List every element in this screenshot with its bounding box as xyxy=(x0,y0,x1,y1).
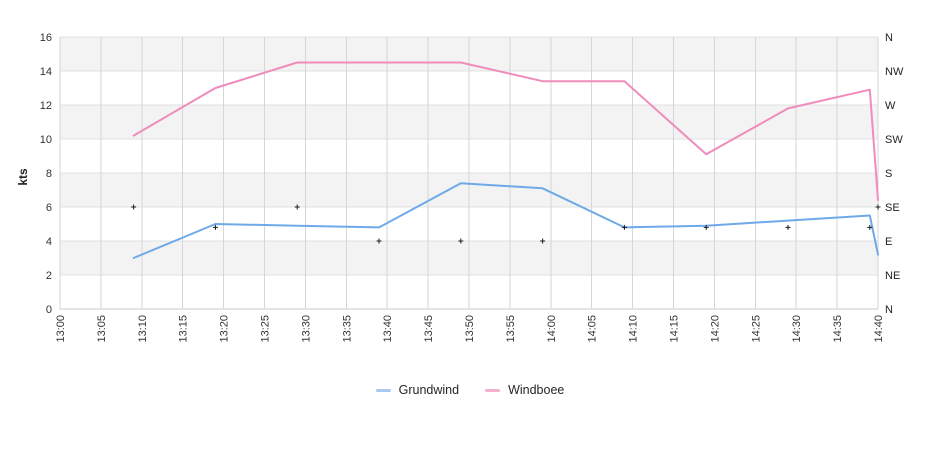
direction-axis-label: W xyxy=(885,100,896,112)
x-axis-tick-label: 14:35 xyxy=(832,315,844,343)
y-axis-tick-label: 12 xyxy=(40,100,52,112)
windboee-legend-swatch xyxy=(485,388,501,392)
windboee-legend-label: Windboee xyxy=(508,383,565,397)
wind-direction-marker xyxy=(875,204,881,210)
direction-axis-label: S xyxy=(885,168,892,180)
wind-direction-marker xyxy=(703,224,709,230)
x-axis-tick-label: 13:20 xyxy=(219,315,231,343)
wind-direction-marker xyxy=(867,224,873,230)
x-axis-tick-label: 14:05 xyxy=(587,315,599,343)
legend-item-windboee[interactable]: Windboee xyxy=(485,383,564,397)
wind-direction-marker xyxy=(785,224,791,230)
wind-direction-marker xyxy=(540,238,546,244)
legend-item-grundwind[interactable]: Grundwind xyxy=(375,383,460,397)
y-axis-tick-label: 10 xyxy=(40,134,52,146)
y-axis-tick-label: 0 xyxy=(46,304,52,316)
direction-axis-label: NW xyxy=(885,66,904,78)
x-axis-tick-label: 14:20 xyxy=(709,315,721,343)
wind-direction-marker xyxy=(131,204,137,210)
x-axis-tick-label: 14:15 xyxy=(669,315,681,343)
direction-axis-label: SE xyxy=(885,202,900,214)
x-axis-tick-label: 13:45 xyxy=(423,315,435,343)
y-axis-tick-label: 16 xyxy=(40,32,52,44)
y-axis-tick-label: 6 xyxy=(46,202,52,214)
wind-direction-marker xyxy=(294,204,300,210)
x-axis-tick-label: 13:15 xyxy=(178,315,190,343)
x-axis-tick-label: 14:25 xyxy=(750,315,762,343)
y-axis-tick-label: 4 xyxy=(46,236,52,248)
x-axis-tick-label: 14:30 xyxy=(791,315,803,343)
wind-direction-marker xyxy=(458,238,464,244)
wind-speed-direction-chart: 0 2 4 6 8 10 12 14 16 N NW W SW S SE E NE N 13:00 13:05 13:1… xyxy=(16,32,904,343)
x-axis-tick-label: 13:25 xyxy=(260,315,272,343)
wind-direction-marker xyxy=(621,224,627,230)
x-axis-tick-label: 13:35 xyxy=(341,315,353,343)
windboee-line xyxy=(132,61,879,202)
y-axis-tick-label: 2 xyxy=(46,270,52,282)
x-axis-tick-label: 13:55 xyxy=(505,315,517,343)
x-axis-tick-label: 13:10 xyxy=(137,315,149,343)
direction-axis-label: SW xyxy=(885,134,903,146)
direction-axis-label: N xyxy=(885,304,893,316)
x-axis-tick-label: 14:10 xyxy=(628,315,640,343)
x-axis-tick-label: 13:30 xyxy=(300,315,312,343)
direction-axis-label: N xyxy=(885,32,893,44)
x-axis-tick-label: 13:50 xyxy=(464,315,476,343)
grundwind-legend-swatch xyxy=(375,388,391,392)
x-axis-tick-label: 14:40 xyxy=(873,315,885,343)
y-axis-tick-label: 8 xyxy=(46,168,52,180)
x-axis-tick-label: 13:40 xyxy=(382,315,394,343)
y-axis-title: kts xyxy=(16,168,30,186)
grundwind-legend-label: Grundwind xyxy=(398,383,460,397)
direction-axis-label: NE xyxy=(885,270,900,282)
direction-axis-label: E xyxy=(885,236,892,248)
x-axis-tick-label: 13:00 xyxy=(55,315,67,343)
x-axis-tick-label: 14:00 xyxy=(546,315,558,343)
x-axis-tick-label: 13:05 xyxy=(96,315,108,343)
grundwind-line xyxy=(132,182,879,259)
wind-direction-marker xyxy=(376,238,382,244)
y-axis-tick-label: 14 xyxy=(40,66,52,78)
chart-legend: Grundwind Windboee xyxy=(0,383,940,397)
wind-direction-marker xyxy=(212,224,218,230)
